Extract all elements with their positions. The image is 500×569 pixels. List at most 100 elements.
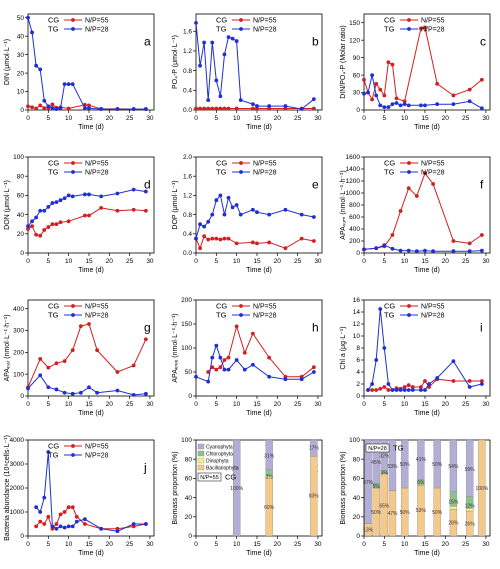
data-point	[374, 358, 379, 362]
data-point	[66, 219, 71, 224]
x-tick-label: 0	[194, 541, 198, 548]
y-tick-label: 0	[356, 107, 360, 114]
legend-group-cg: CG	[384, 16, 395, 25]
y-tick-label: 1600	[346, 154, 361, 161]
data-point	[374, 81, 379, 86]
bar-segment-cyanophyta	[265, 439, 273, 470]
x-tick-label: 0	[362, 541, 366, 548]
y-tick-label: 8	[356, 345, 360, 352]
x-tick-label: 0	[194, 401, 198, 408]
series-line-tg	[195, 22, 315, 110]
data-point	[451, 249, 456, 254]
data-point	[58, 198, 63, 203]
y-tick-label: 20	[353, 514, 361, 521]
data-point	[267, 355, 272, 360]
y-axis-label: Biomass proportion (%)	[340, 451, 347, 524]
y-tick-label: 80	[17, 173, 25, 180]
data-point	[251, 102, 255, 106]
bar-segment-cyanophyta	[364, 439, 372, 524]
data-point	[206, 219, 211, 224]
data-point	[251, 240, 255, 245]
y-axis-label: DIN (μmol·L⁻¹)	[4, 39, 11, 85]
data-point	[46, 365, 51, 370]
data-point	[251, 362, 255, 367]
data-point	[34, 505, 39, 510]
data-point	[222, 358, 227, 362]
x-tick-label: 30	[482, 401, 490, 408]
x-tick-label: 25	[462, 401, 470, 408]
data-point	[206, 106, 211, 111]
x-tick-label: 30	[146, 115, 154, 122]
data-point	[131, 187, 136, 192]
data-point	[479, 77, 484, 82]
panel-letter: i	[480, 321, 483, 335]
data-point	[414, 194, 419, 198]
data-point	[99, 107, 104, 111]
data-point	[46, 385, 51, 390]
legend-marker-tg	[71, 27, 75, 31]
x-tick-label: 30	[146, 401, 154, 408]
y-tick-label: 20	[17, 231, 25, 238]
bar-value-label: 53%	[416, 508, 427, 514]
legend-label-tg: N/P=28	[421, 170, 445, 177]
data-point	[467, 241, 472, 246]
data-point	[402, 99, 407, 104]
data-point	[58, 512, 63, 517]
data-point	[46, 104, 51, 109]
series-line-tg	[195, 344, 315, 383]
data-point	[194, 106, 198, 111]
legend-label-tg: N/P=28	[85, 313, 109, 320]
data-point	[198, 106, 202, 111]
panel-l: 0 5 10 15 20 25 30 0 20 40 60 80 100 Time (d) Biomass …	[340, 437, 491, 557]
x-tick-label: 5	[215, 541, 219, 548]
plot-frame	[27, 13, 155, 111]
y-tick-label: 150	[181, 321, 192, 328]
legend-marker-cg	[239, 304, 243, 308]
data-point	[394, 96, 399, 101]
legend-group-cg: CG	[384, 159, 395, 168]
data-point	[222, 52, 227, 57]
data-point	[26, 15, 30, 20]
data-point	[54, 387, 59, 392]
data-point	[26, 386, 30, 391]
x-tick-label: 15	[421, 541, 429, 548]
data-point	[390, 233, 395, 237]
data-point	[386, 105, 391, 109]
data-point	[30, 105, 34, 110]
data-point	[42, 495, 47, 500]
x-tick-label: 0	[194, 258, 198, 265]
data-point	[479, 248, 484, 253]
y-tick-label: 0	[20, 533, 24, 540]
y-axis-label: APAₛᵤₘ (nmol·L⁻¹·h⁻¹)	[340, 170, 347, 239]
data-point	[451, 102, 456, 107]
x-tick-label: 5	[215, 258, 219, 265]
data-point	[202, 234, 207, 239]
y-tick-label: 30	[17, 52, 25, 59]
y-tick-label: 0	[188, 393, 192, 400]
series-line-cg	[35, 506, 146, 530]
bar-value-label: 87%	[363, 480, 374, 486]
data-point	[58, 220, 63, 225]
bar-value-label: 83%	[309, 494, 320, 500]
bar-value-label: 28%	[448, 521, 459, 527]
data-point	[451, 359, 456, 364]
y-tick-label: 150	[349, 20, 360, 27]
x-tick-label: 15	[253, 541, 261, 548]
legend-group-cg: CG	[216, 16, 227, 25]
data-point	[206, 370, 211, 374]
data-point	[419, 103, 423, 108]
bar-value-label: 45%	[371, 460, 382, 466]
legend-marker-cg	[407, 304, 411, 308]
data-point	[390, 246, 395, 251]
y-tick-label: 16	[353, 297, 361, 304]
x-axis-label: Time (d)	[414, 410, 440, 417]
y-tick-label: 80	[185, 456, 193, 463]
y-tick-label: 1.6	[183, 28, 192, 35]
y-tick-label: 1.6	[183, 173, 192, 180]
data-point	[451, 93, 456, 98]
data-point	[386, 382, 391, 386]
data-point	[398, 248, 403, 253]
data-point	[83, 192, 87, 197]
data-point	[38, 510, 43, 514]
legend-swatch-cyanophyta	[197, 443, 205, 450]
